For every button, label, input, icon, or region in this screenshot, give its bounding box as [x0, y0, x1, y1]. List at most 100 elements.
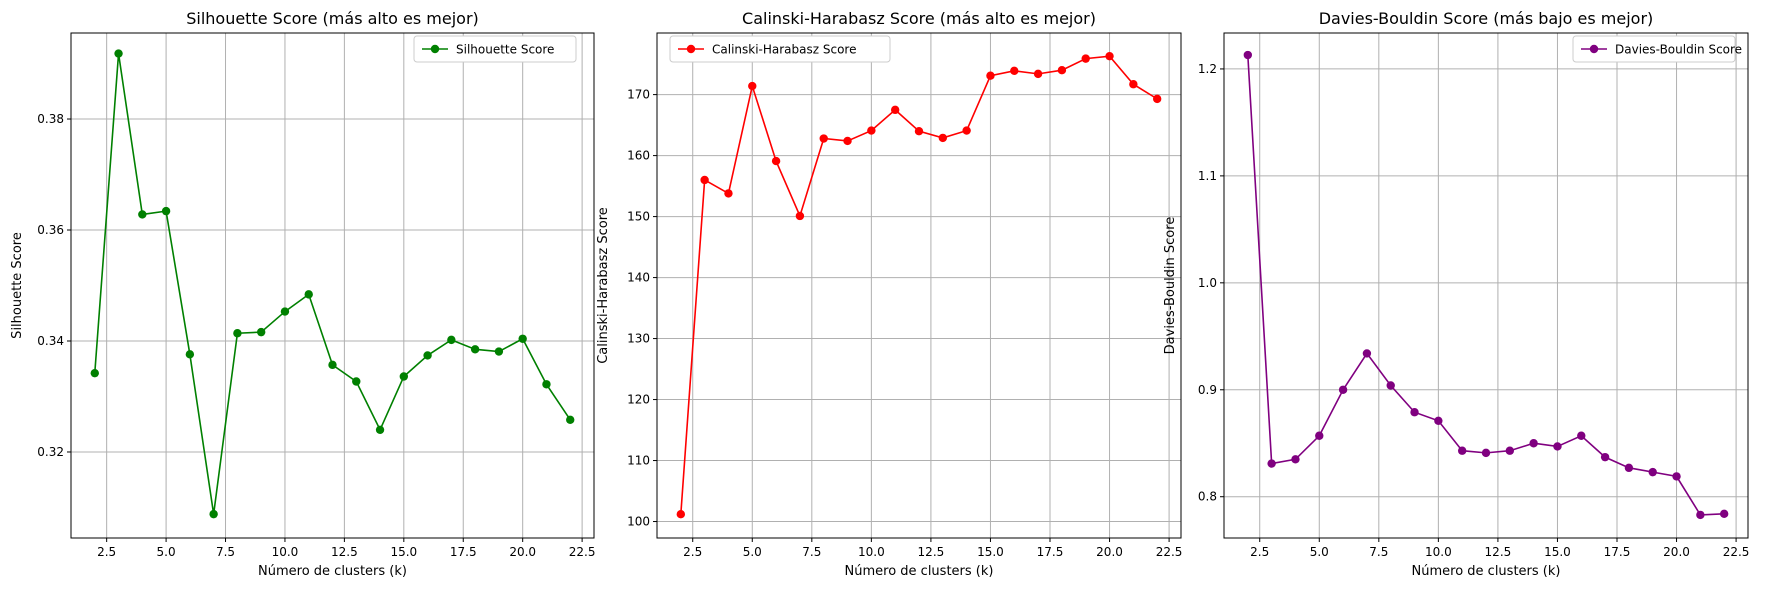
data-point [138, 210, 147, 219]
data-point [1057, 66, 1067, 75]
data-point [1267, 459, 1276, 468]
x-tick-label: 12.5 [1485, 545, 1512, 559]
y-tick-label: 0.8 [1198, 490, 1217, 504]
data-point [962, 126, 971, 135]
x-tick-label: 5.0 [157, 545, 176, 559]
grid [1224, 33, 1748, 538]
data-point [1719, 509, 1729, 519]
legend-frame [413, 35, 577, 63]
x-axis-label: Número de clusters (k) [258, 564, 407, 579]
data-point [1243, 50, 1253, 60]
data-point [1315, 431, 1324, 440]
legend: Davies-Bouldin Score [1572, 35, 1742, 63]
y-tick-label: 120 [627, 393, 650, 407]
y-tick-label: 150 [627, 210, 650, 224]
chart-panel-3: 2.5 5.0 7.5 10.0 12.5 15.0 17.5 20.0 22.5 0.8 0.9 1… [1163, 9, 1749, 579]
data-point [914, 126, 924, 136]
x-tick-label: 7.5 [1369, 545, 1388, 559]
x-tick-label: 20.0 [509, 545, 536, 559]
plot-area-frame [656, 32, 1182, 539]
data-point [1338, 385, 1348, 394]
x-tick-label: 22.5 [569, 545, 596, 559]
data-point [819, 134, 828, 143]
data-point [1505, 446, 1515, 455]
x-tick-label: 20.0 [1096, 545, 1123, 559]
data-point [1696, 510, 1705, 520]
y-tick-label: 0.36 [37, 223, 64, 237]
data-point [1152, 94, 1162, 104]
plot-area-frame [1223, 32, 1749, 539]
data-point [1010, 66, 1019, 76]
y-tick-label: 160 [627, 149, 650, 163]
x-tick-label: 7.5 [802, 545, 821, 559]
data-point [676, 510, 686, 519]
y-axis-label: Silhouette Score [10, 232, 25, 339]
legend-marker [686, 44, 696, 54]
x-tick-label: 15.0 [977, 545, 1004, 559]
data-point [233, 329, 242, 338]
x-tick-label: 17.5 [1037, 545, 1064, 559]
x-tick-label: 12.5 [918, 545, 945, 559]
chart-title: Silhouette Score (más alto es mejor) [186, 9, 479, 28]
x-tick-label: 5.0 [743, 545, 762, 559]
x-tick-label: 22.5 [1156, 545, 1183, 559]
y-tick-label: 0.38 [37, 112, 64, 126]
x-tick-label: 15.0 [390, 545, 417, 559]
data-point [1648, 467, 1657, 477]
data-point [1410, 408, 1419, 417]
data-point [1362, 349, 1372, 358]
chart-panel-2: 2.5 5.0 7.5 10.0 12.5 15.0 17.5 20.0 22.5 100 110 1… [596, 9, 1182, 579]
data-point [304, 290, 313, 299]
data-point [90, 368, 99, 378]
data-point [748, 81, 757, 91]
y-tick-label: 100 [627, 515, 650, 529]
data-point [352, 377, 361, 386]
data-point [1105, 51, 1114, 61]
plot-area-frame [70, 32, 595, 539]
data-point [938, 133, 948, 143]
data-point [185, 350, 195, 359]
data-point [566, 415, 575, 424]
legend-marker [430, 44, 440, 54]
data-point [1481, 448, 1491, 458]
data-point [843, 136, 852, 146]
legend: Calinski-Harabasz Score [669, 35, 891, 63]
y-tick-label: 140 [627, 271, 650, 285]
legend: Silhouette Score [413, 35, 577, 63]
data-point [470, 345, 480, 354]
data-point [1434, 416, 1443, 425]
legend-label: Calinski-Harabasz Score [712, 43, 856, 57]
data-point [1529, 439, 1538, 448]
y-tick-label: 1.1 [1198, 169, 1217, 183]
legend-label: Silhouette Score [456, 43, 554, 57]
x-axis-label: Número de clusters (k) [1412, 564, 1561, 579]
x-tick-label: 2.5 [683, 545, 702, 559]
data-point [1553, 442, 1562, 451]
x-tick-label: 2.5 [97, 545, 116, 559]
x-tick-label: 20.0 [1663, 545, 1690, 559]
data-point [1600, 452, 1610, 462]
data-point [1033, 69, 1043, 79]
x-tick-label: 10.0 [1425, 545, 1452, 559]
x-tick-label: 7.5 [216, 545, 235, 559]
chart-panel-1: 2.5 5.0 7.5 10.0 12.5 15.0 17.5 20.0 22.5 0.32 0.3… [10, 9, 595, 579]
y-tick-label: 1.2 [1198, 62, 1217, 76]
data-point [1386, 381, 1395, 390]
data-point [399, 372, 409, 381]
chart-title: Davies-Bouldin Score (más bajo es mejor) [1319, 9, 1654, 28]
data-point [1291, 455, 1300, 464]
legend-marker [1589, 44, 1599, 54]
data-point [1129, 80, 1138, 89]
y-tick-label: 0.32 [37, 445, 64, 459]
data-point [700, 175, 709, 185]
chart-title: Calinski-Harabasz Score (más alto es mej… [742, 9, 1096, 28]
data-point [542, 380, 551, 389]
y-tick-label: 1.0 [1198, 276, 1217, 290]
grid [657, 33, 1181, 538]
x-tick-label: 10.0 [272, 545, 299, 559]
data-point [256, 327, 266, 337]
data-point [1577, 431, 1586, 440]
data-point [1672, 472, 1681, 481]
y-tick-label: 170 [627, 88, 650, 102]
